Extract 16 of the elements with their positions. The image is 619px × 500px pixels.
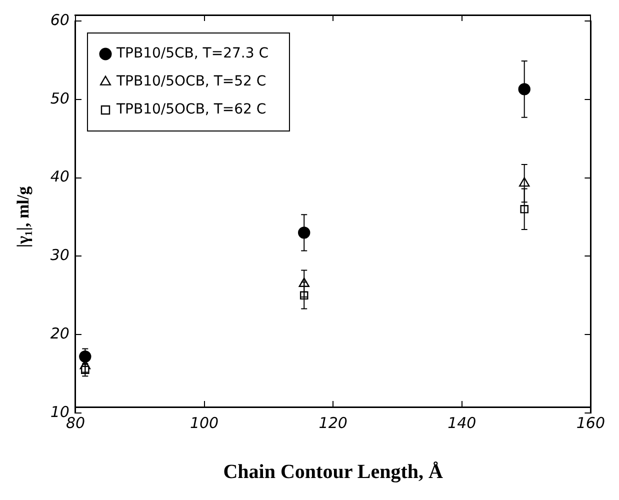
x-tick-label: 100 bbox=[190, 414, 219, 432]
y-tick-label: 50 bbox=[50, 89, 70, 108]
y-tick-label: 20 bbox=[50, 324, 70, 342]
y-tick-label: 40 bbox=[50, 168, 70, 186]
point bbox=[298, 226, 310, 239]
point bbox=[518, 83, 530, 96]
x-tick-label: 140 bbox=[448, 414, 476, 432]
x-axis-title: Chain Contour Length, Å bbox=[223, 461, 444, 484]
x-tick-label: 160 bbox=[576, 414, 606, 432]
y-axis-title: |γ₁|, ml/g bbox=[14, 186, 33, 248]
legend-label: TPB10/5CB, T=27.3 C bbox=[115, 46, 269, 62]
legend-label: TPB10/5OCB, T=62 C bbox=[115, 102, 266, 118]
y-tick-label: 30 bbox=[50, 246, 70, 264]
legend-label: TPB10/5OCB, T=52 C bbox=[115, 74, 266, 90]
x-tick-label: 120 bbox=[318, 414, 348, 432]
y-tick-label: 60 bbox=[50, 10, 70, 29]
